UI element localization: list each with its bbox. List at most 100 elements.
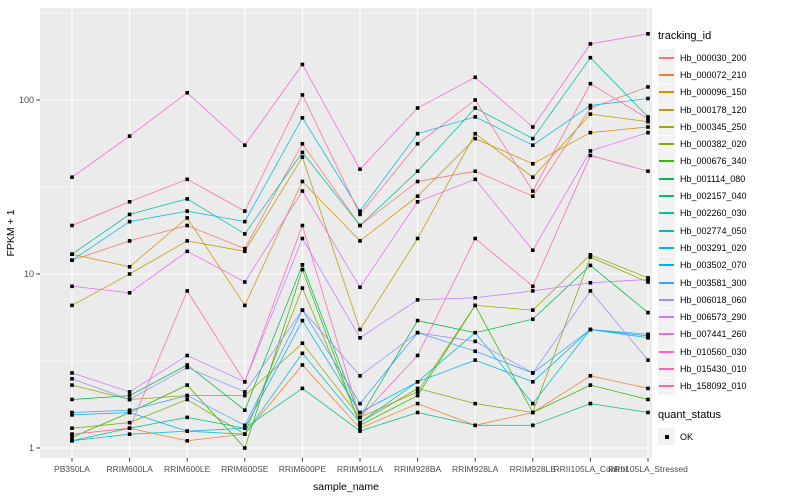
data-point [473, 296, 477, 300]
data-point [358, 374, 362, 378]
data-point [70, 410, 74, 415]
data-point [300, 179, 305, 184]
legend-key-line-icon [658, 360, 675, 378]
legend-key-square-icon [658, 428, 675, 446]
data-point [473, 177, 477, 182]
data-point [473, 339, 477, 344]
legend-item-Hb_003291_020: Hb_003291_020 [658, 239, 800, 257]
legend-label: Hb_158092_010 [680, 381, 747, 392]
data-point [646, 410, 650, 415]
data-point [473, 330, 477, 335]
data-point [127, 408, 132, 412]
y-tick-label: 100 [19, 95, 34, 105]
x-tick-label: RRIM928BA [394, 464, 442, 474]
data-point [415, 330, 420, 335]
legend-key-line-icon [658, 83, 675, 101]
data-point [473, 136, 477, 141]
legend-key-line-icon [658, 343, 675, 361]
legend-key-line-icon [658, 170, 675, 188]
legend-key-line-icon [658, 377, 675, 395]
data-point [243, 246, 247, 251]
data-point [70, 432, 74, 436]
legend-item-Hb_002260_030: Hb_002260_030 [658, 204, 800, 222]
data-point [185, 439, 189, 443]
data-point [300, 189, 305, 193]
data-point [243, 446, 247, 450]
data-point [300, 363, 305, 367]
data-point [415, 390, 420, 394]
data-point [127, 426, 132, 430]
data-point [358, 327, 362, 332]
data-point [243, 232, 247, 236]
data-point [415, 142, 420, 146]
legend-key-line-icon [658, 101, 675, 119]
data-point [588, 153, 593, 158]
legend-label: Hb_000178_120 [680, 104, 747, 115]
data-point [70, 223, 74, 228]
data-point [358, 423, 362, 428]
data-point [473, 75, 477, 80]
data-point [70, 435, 74, 440]
legend-label: Hb_003291_020 [680, 242, 747, 253]
data-point [646, 358, 650, 362]
data-point [185, 289, 189, 293]
data-point [185, 429, 189, 433]
legend-label: Hb_002774_050 [680, 225, 747, 236]
legend-item-Hb_006573_290: Hb_006573_290 [658, 308, 800, 326]
data-point [588, 289, 593, 293]
legend-color-items: Hb_000030_200 Hb_000072_210 Hb_000096_150 H… [658, 49, 800, 395]
data-point [646, 310, 650, 315]
legend-label: Hb_002260_030 [680, 208, 747, 219]
data-point [415, 131, 420, 136]
data-point [415, 194, 420, 198]
x-tick-label: RRIM600LE [164, 464, 211, 474]
data-point [646, 332, 650, 337]
legend-key-line-icon [658, 239, 675, 257]
data-point [185, 393, 189, 398]
legend-item-Hb_000345_250: Hb_000345_250 [658, 118, 800, 136]
data-point [473, 169, 477, 173]
legend-item-Hb_001114_080: Hb_001114_080 [658, 170, 800, 188]
legend-item-Hb_002157_040: Hb_002157_040 [658, 187, 800, 205]
data-point [70, 252, 74, 256]
data-point [300, 142, 305, 146]
data-point [531, 423, 535, 428]
data-point [473, 423, 477, 428]
data-point [185, 197, 189, 201]
legend-item-Hb_003581_300: Hb_003581_300 [658, 274, 800, 291]
legend-item-Hb_002774_050: Hb_002774_050 [658, 222, 800, 240]
data-point [415, 318, 420, 323]
legend-label: Hb_010560_030 [680, 346, 747, 357]
data-point [127, 291, 132, 295]
legend-item-Hb_000382_020: Hb_000382_020 [658, 135, 800, 153]
data-point [473, 358, 477, 362]
data-point [185, 91, 189, 95]
data-point [358, 209, 362, 213]
legend-item-Hb_000676_340: Hb_000676_340 [658, 152, 800, 170]
data-point [473, 106, 477, 110]
data-point [358, 336, 362, 340]
data-point [531, 125, 535, 129]
data-point [415, 169, 420, 173]
y-tick-label: 10 [24, 269, 34, 279]
data-point [473, 236, 477, 241]
data-point [588, 253, 593, 257]
data-point [415, 106, 420, 110]
legend-key-line-icon [658, 204, 675, 222]
data-point [588, 383, 593, 387]
data-point [531, 317, 535, 321]
data-point [70, 439, 74, 443]
legend-key-line-icon [658, 325, 675, 343]
legend-label: Hb_000030_200 [680, 52, 747, 63]
x-tick-label: RRIM600SE [221, 464, 269, 474]
data-point [127, 212, 132, 217]
legend-item-Hb_000072_210: Hb_000072_210 [658, 66, 800, 84]
legend-key-line-icon [658, 66, 675, 84]
legend-quant-block: quant_status OK [658, 409, 800, 446]
data-point [473, 98, 477, 102]
data-point [127, 390, 132, 394]
legend-label: Hb_000096_150 [680, 87, 747, 98]
data-point [185, 223, 189, 228]
data-point [531, 284, 535, 289]
